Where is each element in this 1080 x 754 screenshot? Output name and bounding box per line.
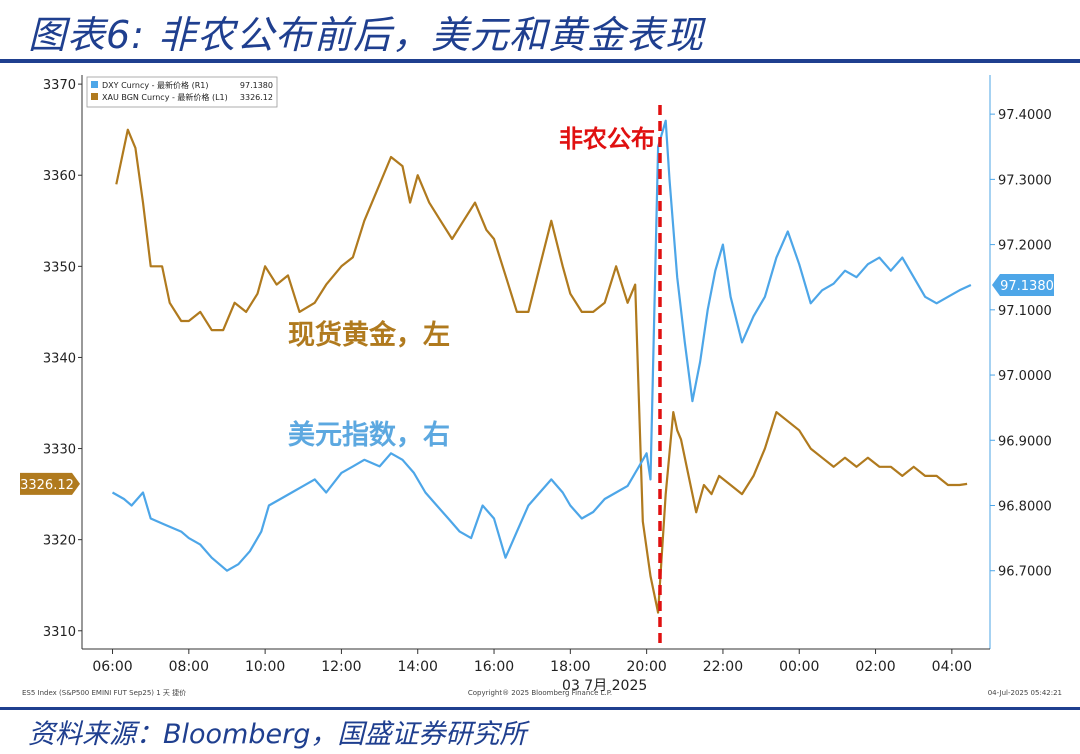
right-tick-label: 97.4000 [998,108,1052,123]
right-tick-label: 97.3000 [998,173,1052,188]
right-tick-label: 96.7000 [998,565,1052,580]
left-axis: 3310 3320 3330 3340 3350 3360 3370 [43,78,82,640]
left-tick-label: 3340 [43,351,76,366]
nfp-label: 非农公布 [559,125,655,153]
legend-label: XAU BGN Curncy - 最新价格 (L1) [102,92,228,102]
figure-title: 图表6: 非农公布前后，美元和黄金表现 [28,13,705,57]
dxy-index-line [111,119,972,572]
x-tick-label: 08:00 [169,659,209,675]
right-tick-label: 97.1000 [998,304,1052,319]
source-note: 资料来源：Bloomberg，国盛证券研究所 [28,719,527,750]
legend: DXY Curncy - 最新价格 (R1) 97.1380 XAU BGN Cur… [86,76,278,108]
x-tick-label: 04:00 [932,659,972,675]
right-tick-label: 97.0000 [998,369,1052,384]
footer-center: Copyright® 2025 Bloomberg Finance L.P. [468,689,612,697]
dxy-last-value: 97.1380 [1000,279,1054,294]
left-tick-label: 3350 [43,260,76,275]
series-lines [111,119,972,614]
x-tick-label: 10:00 [245,659,285,675]
footer-right: 04-Jul-2025 05:42:21 [988,689,1062,697]
chart-footer: ES5 Index (S&P500 EMINI FUT Sep25) 1 天 捷… [22,688,1062,697]
left-tick-label: 3360 [43,169,76,184]
legend-label: DXY Curncy - 最新价格 (R1) [102,80,208,90]
x-tick-label: 16:00 [474,659,514,675]
left-tick-label: 3310 [43,625,76,640]
gold-last-value: 3326.12 [20,478,74,493]
x-tick-label: 00:00 [779,659,819,675]
x-tick-label: 12:00 [321,659,361,675]
x-tick-label: 02:00 [855,659,895,675]
legend-box [86,76,278,108]
right-tick-label: 97.2000 [998,239,1052,254]
gold-price-line [115,128,968,614]
dxy-series-label: 美元指数，右 [288,419,450,451]
x-tick-label: 14:00 [398,659,438,675]
gold-last-value-tag [20,472,80,495]
right-tick-label: 96.8000 [998,500,1052,515]
x-axis: 06:00 08:00 10:00 12:00 14:00 16:00 18:00 20:00… [92,649,972,694]
plot-frame [81,75,991,650]
right-tick-label: 96.9000 [998,434,1052,449]
footer-left: ES5 Index (S&P500 EMINI FUT Sep25) 1 天 捷… [22,688,186,697]
legend-swatch [91,81,98,88]
left-tick-label: 3330 [43,443,76,458]
gold-series-label: 现货黄金，左 [288,319,450,351]
x-tick-label: 18:00 [550,659,590,675]
x-tick-label: 22:00 [703,659,743,675]
legend-value: 97.1380 [240,81,273,90]
x-axis-date-label: 03 7月 2025 [562,678,647,694]
x-tick-label: 06:00 [92,659,132,675]
left-tick-label: 3370 [43,78,76,93]
left-tick-label: 3320 [43,534,76,549]
right-axis: 96.7000 96.8000 96.9000 97.0000 97.1000 97.20… [990,108,1052,580]
plot-area [82,75,990,649]
dxy-last-value-tag [992,274,1054,297]
chart: 3310 3320 3330 3340 3350 3360 3370 96.7000 96.8… [20,75,1062,697]
title-rule [0,59,1080,63]
source-rule [0,707,1080,710]
legend-value: 3326.12 [240,93,273,102]
legend-swatch [91,93,98,100]
x-tick-label: 20:00 [626,659,666,675]
